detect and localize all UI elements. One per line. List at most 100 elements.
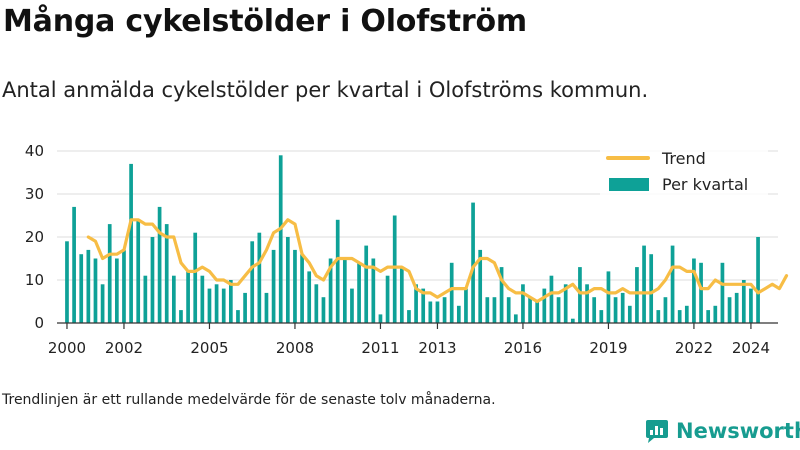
bar bbox=[136, 219, 141, 323]
bar bbox=[542, 288, 547, 323]
bar bbox=[599, 310, 604, 323]
bar bbox=[228, 280, 233, 323]
bar bbox=[100, 284, 105, 323]
bar bbox=[585, 284, 589, 323]
bar bbox=[756, 237, 760, 323]
bar bbox=[107, 224, 112, 323]
bar bbox=[200, 275, 205, 323]
x-tick-label: 2019 bbox=[589, 339, 627, 357]
bar bbox=[456, 305, 461, 323]
bar bbox=[414, 284, 418, 323]
bar bbox=[749, 288, 753, 323]
bar bbox=[342, 258, 347, 323]
bar bbox=[535, 301, 540, 323]
bar bbox=[271, 249, 276, 323]
bar bbox=[86, 249, 91, 323]
bar bbox=[65, 241, 69, 323]
bar bbox=[300, 254, 304, 323]
legend-trend-label: Trend bbox=[661, 149, 706, 168]
bar bbox=[663, 297, 668, 323]
bar bbox=[179, 310, 183, 323]
bar bbox=[157, 206, 162, 323]
bar bbox=[214, 284, 219, 323]
bar bbox=[243, 292, 247, 323]
bar bbox=[684, 305, 689, 323]
bar bbox=[171, 275, 176, 323]
bar bbox=[164, 224, 169, 323]
bar bbox=[570, 318, 575, 323]
bar bbox=[79, 254, 84, 323]
newsworthy-logo: Newsworthy bbox=[644, 418, 800, 444]
bar bbox=[592, 297, 597, 323]
y-tick-label: 40 bbox=[25, 142, 44, 160]
y-tick-label: 10 bbox=[25, 271, 44, 289]
bar bbox=[478, 249, 483, 323]
bar bbox=[357, 262, 361, 323]
x-tick-label: 2008 bbox=[276, 339, 314, 357]
bar bbox=[278, 155, 283, 323]
bar bbox=[549, 275, 554, 323]
x-axis: 2000 2002 2005 2008 2011 2013 2016 2019 2022 2024 bbox=[48, 322, 778, 357]
y-axis-ticks: 0 10 20 30 40 bbox=[25, 142, 44, 332]
bar bbox=[293, 249, 297, 323]
bar bbox=[207, 288, 212, 323]
bar bbox=[321, 297, 326, 323]
bar bbox=[692, 258, 696, 323]
bars-per-kvartal bbox=[65, 155, 760, 323]
chart-subtitle: Antal anmälda cykelstölder per kvartal i… bbox=[2, 78, 649, 102]
bar bbox=[93, 258, 98, 323]
bar bbox=[521, 284, 525, 323]
footnote: Trendlinjen är ett rullande medelvärde f… bbox=[2, 392, 496, 408]
bar bbox=[371, 258, 376, 323]
bar bbox=[72, 206, 76, 323]
bar bbox=[727, 297, 732, 323]
x-tick-label: 2013 bbox=[418, 339, 456, 357]
bar bbox=[264, 292, 269, 323]
bar bbox=[613, 297, 618, 323]
bar bbox=[741, 280, 746, 323]
newsworthy-logo-icon bbox=[646, 420, 668, 443]
bar bbox=[677, 310, 682, 323]
bar bbox=[399, 267, 404, 323]
bar bbox=[464, 288, 468, 323]
x-tick-label: 2016 bbox=[504, 339, 542, 357]
bar bbox=[485, 297, 490, 323]
bar bbox=[407, 310, 411, 323]
brand-name: Newsworthy bbox=[676, 419, 800, 443]
x-tick-label: 2000 bbox=[48, 339, 86, 357]
y-tick-label: 30 bbox=[25, 185, 44, 203]
y-tick-label: 0 bbox=[34, 314, 44, 332]
bar bbox=[670, 245, 675, 323]
bar bbox=[713, 305, 718, 323]
bar bbox=[578, 267, 582, 323]
bar bbox=[143, 275, 148, 323]
bar bbox=[649, 254, 654, 323]
bar bbox=[129, 163, 133, 323]
bar bbox=[193, 232, 198, 323]
bar bbox=[606, 271, 611, 323]
legend: Trend Per kvartal bbox=[600, 147, 768, 201]
bar bbox=[114, 258, 119, 323]
bar bbox=[392, 215, 397, 323]
bar bbox=[734, 292, 739, 323]
legend-bar-swatch bbox=[609, 178, 649, 191]
x-tick-label: 2002 bbox=[105, 339, 143, 357]
bar bbox=[449, 262, 454, 323]
bar bbox=[364, 245, 369, 323]
bar bbox=[642, 245, 646, 323]
bar bbox=[421, 288, 426, 323]
bar bbox=[635, 267, 639, 323]
bar bbox=[378, 314, 383, 323]
trend-line-layer bbox=[86, 218, 789, 304]
bar bbox=[513, 314, 518, 323]
legend-bar-label: Per kvartal bbox=[662, 175, 748, 194]
bar bbox=[428, 301, 433, 323]
bar bbox=[506, 297, 511, 323]
bar bbox=[385, 275, 390, 323]
bar bbox=[186, 271, 190, 323]
bar bbox=[236, 310, 240, 323]
bar bbox=[328, 258, 333, 323]
bar bbox=[706, 310, 711, 323]
bar bbox=[656, 310, 661, 323]
